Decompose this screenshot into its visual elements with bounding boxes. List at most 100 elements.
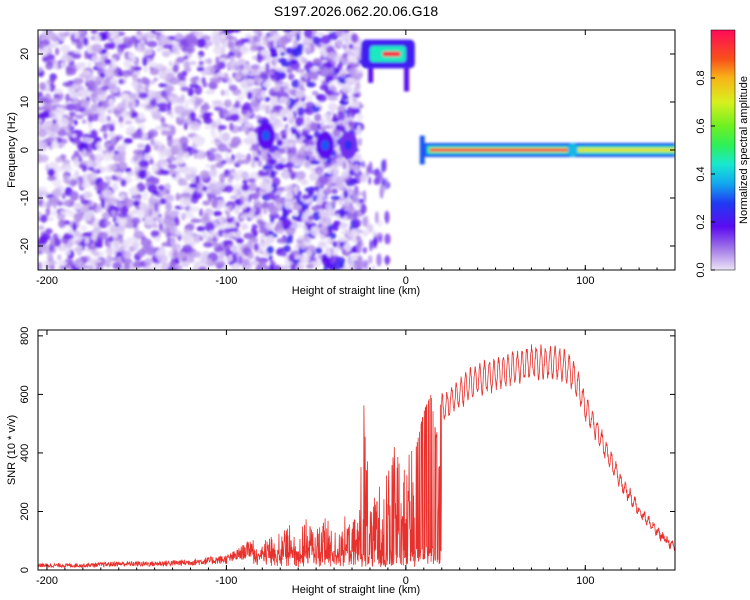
heatmap-cell: [250, 159, 256, 169]
heatmap-cell: [74, 30, 80, 39]
heatmap-cell: [142, 266, 154, 270]
heatmap-cell: [49, 196, 60, 205]
heatmap-cell: [187, 87, 194, 97]
heatmap-cell: [121, 114, 132, 120]
heatmap-cell: [380, 159, 386, 173]
heatmap-cell: [258, 169, 269, 177]
heatmap-cell: [170, 145, 180, 155]
heatmap-cell: [280, 123, 286, 129]
heatmap-cell: [243, 232, 254, 239]
heatmap-cell: [298, 200, 304, 206]
heatmap-cell: [181, 260, 190, 268]
heatmap-cell: [157, 107, 167, 113]
heatmap-cell: [181, 192, 192, 198]
heatmap-cell: [166, 237, 171, 245]
heatmap-cell: [362, 247, 368, 254]
heatmap-cell: [268, 264, 275, 270]
heatmap-cell: [355, 153, 362, 160]
heatmap-cell: [71, 133, 77, 138]
heatmap-cell: [367, 254, 373, 264]
heatmap-y-axis-label: Frequency (Hz): [6, 112, 18, 188]
heatmap-cell: [356, 111, 363, 122]
heatmap-cell: [372, 169, 379, 176]
heatmap-cell: [203, 241, 213, 248]
heatmap-cell: [84, 237, 90, 245]
heatmap-cell: [68, 111, 76, 117]
heatmap-cell: [288, 142, 294, 148]
heatmap-cell: [243, 264, 253, 270]
chart-title: S197.2026.062.20.06.G18: [274, 3, 438, 19]
heatmap-cell: [286, 68, 292, 74]
heatmap-cell: [374, 211, 379, 224]
heatmap-cell: [366, 164, 370, 177]
heatmap-cell: [117, 51, 124, 56]
heatmap-cell: [290, 156, 300, 164]
snr-y-tick-label: 200: [19, 502, 31, 520]
heatmap-cell: [226, 217, 234, 224]
heatmap-cell: [341, 95, 349, 101]
heatmap-cell: [348, 67, 358, 74]
heatmap-cell: [132, 240, 140, 251]
heatmap-cell: [192, 264, 199, 270]
heatmap-cell: [330, 122, 337, 130]
heatmap-cell: [339, 222, 348, 230]
heatmap-cell: [144, 143, 151, 154]
heatmap-cell: [353, 163, 360, 174]
heatmap-cell: [199, 170, 210, 179]
heatmap-cell: [105, 247, 116, 256]
heatmap-cell: [325, 216, 332, 226]
heatmap-cell: [45, 43, 51, 54]
heatmap-cell: [230, 113, 240, 122]
heatmap-cell: [76, 129, 82, 139]
heatmap-cell: [149, 158, 154, 165]
heatmap-cell: [90, 258, 102, 264]
heatmap-cell: [61, 192, 66, 200]
heatmap-cell: [254, 201, 262, 208]
heatmap-cell: [304, 47, 312, 55]
heatmap-cell: [87, 166, 95, 171]
colorbar-tick-label: 0.6: [695, 118, 707, 133]
heatmap-cell: [234, 230, 241, 238]
heatmap-cell: [326, 90, 334, 95]
heatmap-cell: [211, 198, 218, 209]
heatmap-cell: [348, 43, 354, 50]
heatmap-carrier-knot: [567, 143, 578, 157]
heatmap-cell: [286, 208, 293, 214]
heatmap-cell: [72, 204, 84, 210]
heatmap-cell: [90, 129, 98, 140]
heatmap-cell: [112, 261, 122, 270]
heatmap-cell: [247, 177, 256, 183]
heatmap-cell: [46, 60, 53, 66]
heatmap-cell: [100, 198, 106, 209]
heatmap-cell: [38, 118, 43, 124]
heatmap-cell: [322, 112, 331, 119]
heatmap-cell: [185, 223, 195, 231]
heatmap-cell: [271, 97, 279, 106]
heatmap-cell: [90, 231, 98, 241]
heatmap-cell: [189, 121, 201, 131]
heatmap-cell: [275, 264, 281, 270]
heatmap-cell: [129, 186, 140, 196]
heatmap-cell: [107, 108, 113, 115]
heatmap-cell: [131, 99, 137, 109]
heatmap-cell: [117, 224, 126, 232]
heatmap-cell: [311, 90, 319, 96]
heatmap-cell: [54, 88, 64, 94]
heatmap-cell: [217, 61, 226, 70]
heatmap-cell: [142, 133, 149, 140]
heatmap-cell: [277, 47, 285, 53]
heatmap-cell: [79, 142, 89, 152]
heatmap-cell: [116, 145, 127, 152]
heatmap-cell: [360, 203, 367, 215]
heatmap-cell: [142, 48, 153, 56]
heatmap-cell: [167, 87, 172, 97]
heatmap-cell: [338, 208, 346, 218]
heatmap-cell: [349, 101, 360, 109]
heatmap-cell: [251, 142, 260, 151]
heatmap-cell: [213, 242, 220, 248]
heatmap-cell: [378, 235, 383, 243]
heatmap-cell: [266, 245, 274, 254]
heatmap-cell: [326, 182, 334, 190]
heatmap-cell: [362, 189, 367, 204]
heatmap-x-tick-label: -200: [36, 275, 58, 287]
